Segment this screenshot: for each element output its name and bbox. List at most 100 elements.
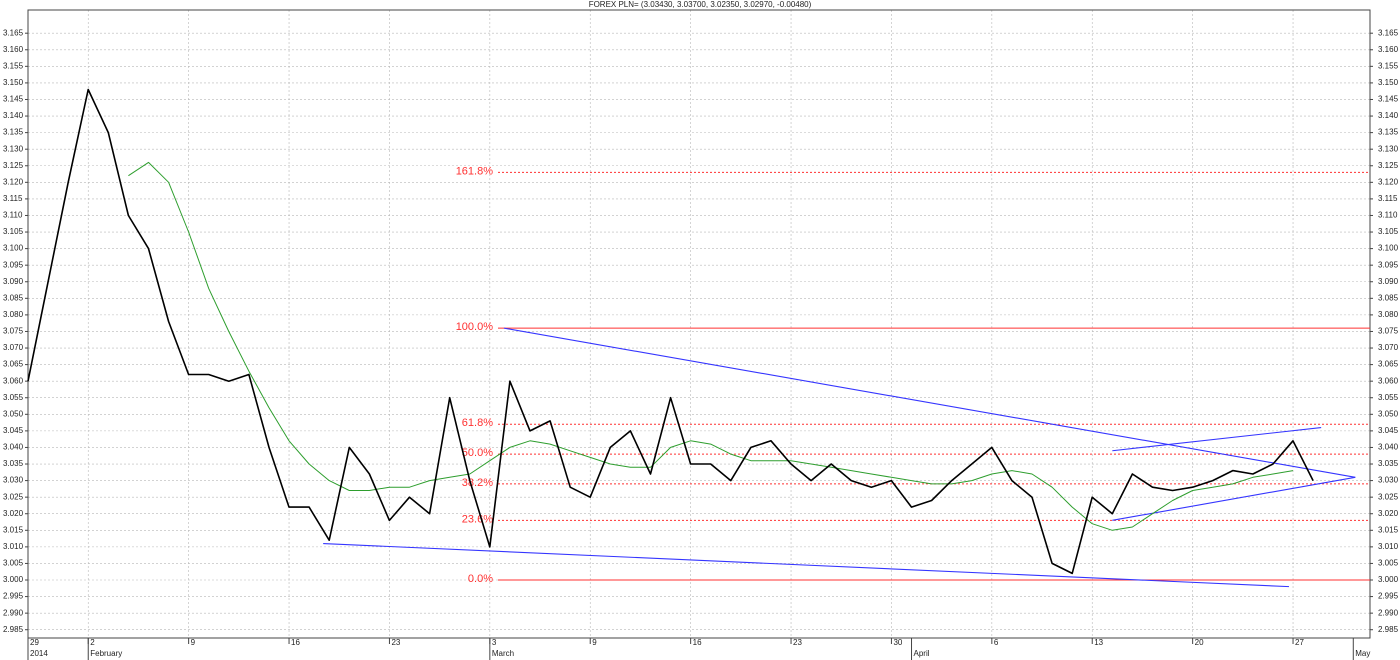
y-tick-label: 3.120 (1378, 177, 1399, 186)
y-tick-label: 3.045 (1378, 426, 1399, 435)
y-tick-label: 3.145 (3, 95, 24, 104)
y-tick-label: 3.005 (1378, 559, 1399, 568)
y-tick-label: 3.030 (3, 476, 24, 485)
y-tick-label: 3.115 (1378, 194, 1398, 203)
y-tick-label: 3.040 (3, 443, 24, 452)
y-tick-label: 3.075 (3, 327, 24, 336)
y-tick-label: 3.070 (3, 343, 24, 352)
y-tick-label: 3.040 (1378, 443, 1399, 452)
y-tick-label: 3.045 (3, 426, 24, 435)
trend-line (503, 327, 1356, 478)
y-tick-label: 3.020 (1378, 509, 1399, 518)
y-tick-label: 2.985 (3, 625, 24, 634)
x-tick-label: 2 (90, 638, 95, 647)
x-tick-label: 16 (291, 638, 300, 647)
y-tick-label: 3.160 (3, 45, 24, 54)
y-tick-label: 3.165 (1378, 28, 1399, 37)
price-line (27, 88, 1314, 575)
y-tick-label: 3.120 (3, 177, 24, 186)
fib-label: 61.8% (462, 417, 493, 429)
y-tick-label: 3.140 (3, 111, 24, 120)
trend-line (1112, 427, 1322, 452)
fib-label: 161.8% (456, 165, 494, 177)
y-tick-label: 3.160 (1378, 45, 1399, 54)
y-tick-label: 3.135 (3, 128, 24, 137)
y-tick-label: 3.055 (1378, 393, 1399, 402)
y-tick-label: 3.095 (3, 260, 24, 269)
y-tick-label: 3.065 (1378, 360, 1399, 369)
trend-line (323, 543, 1290, 588)
x-tick-label: 29 (30, 638, 39, 647)
y-tick-label: 3.065 (3, 360, 24, 369)
x-tick-label: 9 (592, 638, 597, 647)
y-tick-label: 3.075 (1378, 327, 1399, 336)
x-tick-label: 23 (391, 638, 400, 647)
y-tick-label: 3.035 (1378, 459, 1399, 468)
y-tick-label: 2.995 (3, 592, 24, 601)
x-group-label: February (90, 649, 122, 658)
fib-label: 100.0% (456, 321, 494, 333)
fib-label: 0.0% (468, 573, 493, 585)
y-tick-label: 3.155 (1378, 61, 1399, 70)
y-tick-label: 2.990 (1378, 608, 1399, 617)
y-tick-label: 3.090 (1378, 277, 1399, 286)
x-group-label: March (492, 649, 514, 658)
y-tick-label: 3.000 (3, 575, 24, 584)
y-tick-label: 3.130 (1378, 144, 1399, 153)
y-tick-label: 3.165 (3, 28, 24, 37)
y-tick-label: 3.100 (1378, 244, 1399, 253)
x-tick-label: 20 (1195, 638, 1204, 647)
y-tick-label: 3.060 (1378, 376, 1399, 385)
y-tick-label: 3.125 (1378, 161, 1399, 170)
y-tick-label: 2.985 (1378, 625, 1399, 634)
fib-label: 50.0% (462, 447, 493, 459)
y-tick-label: 3.095 (1378, 260, 1399, 269)
y-tick-label: 3.030 (1378, 476, 1399, 485)
y-tick-label: 3.010 (3, 542, 24, 551)
plot-frame (27, 9, 1371, 639)
y-tick-label: 3.050 (3, 409, 24, 418)
x-tick-label: 30 (893, 638, 902, 647)
x-group-label: 2014 (30, 649, 48, 658)
fib-label: 23.6% (462, 513, 493, 525)
y-tick-label: 3.010 (1378, 542, 1399, 551)
y-tick-label: 3.020 (3, 509, 24, 518)
y-tick-label: 3.085 (3, 293, 24, 302)
y-tick-label: 2.995 (1378, 592, 1399, 601)
y-tick-label: 2.990 (3, 608, 24, 617)
x-tick-label: 16 (693, 638, 702, 647)
y-tick-label: 3.115 (3, 194, 23, 203)
y-tick-label: 3.110 (3, 211, 23, 220)
y-tick-label: 3.035 (3, 459, 24, 468)
moving-average-line (128, 161, 1294, 531)
y-tick-label: 3.105 (3, 227, 24, 236)
y-tick-label: 3.015 (1378, 525, 1399, 534)
y-tick-label: 3.140 (1378, 111, 1399, 120)
y-tick-label: 3.005 (3, 559, 24, 568)
x-tick-label: 13 (1094, 638, 1103, 647)
y-tick-label: 3.070 (1378, 343, 1399, 352)
x-tick-label: 23 (793, 638, 802, 647)
y-tick-label: 3.025 (3, 492, 24, 501)
y-tick-label: 3.025 (1378, 492, 1399, 501)
x-tick-label: 27 (1295, 638, 1304, 647)
y-tick-label: 3.000 (1378, 575, 1399, 584)
y-tick-label: 3.105 (1378, 227, 1399, 236)
x-tick-label: 6 (994, 638, 999, 647)
y-tick-label: 3.080 (1378, 310, 1399, 319)
x-group-label: April (914, 649, 930, 658)
y-tick-label: 3.090 (3, 277, 24, 286)
y-tick-label: 3.150 (3, 78, 24, 87)
chart-title: FOREX PLN= (3.03430, 3.03700, 3.02350, 3… (589, 0, 812, 9)
y-tick-label: 3.055 (3, 393, 24, 402)
x-group-label: May (1355, 649, 1370, 658)
y-tick-label: 3.085 (1378, 293, 1399, 302)
fib-label: 38.2% (462, 477, 493, 489)
x-tick-label: 3 (492, 638, 497, 647)
y-tick-label: 3.145 (1378, 95, 1399, 104)
y-tick-label: 3.135 (1378, 128, 1399, 137)
y-tick-label: 3.080 (3, 310, 24, 319)
y-tick-label: 3.050 (1378, 409, 1399, 418)
